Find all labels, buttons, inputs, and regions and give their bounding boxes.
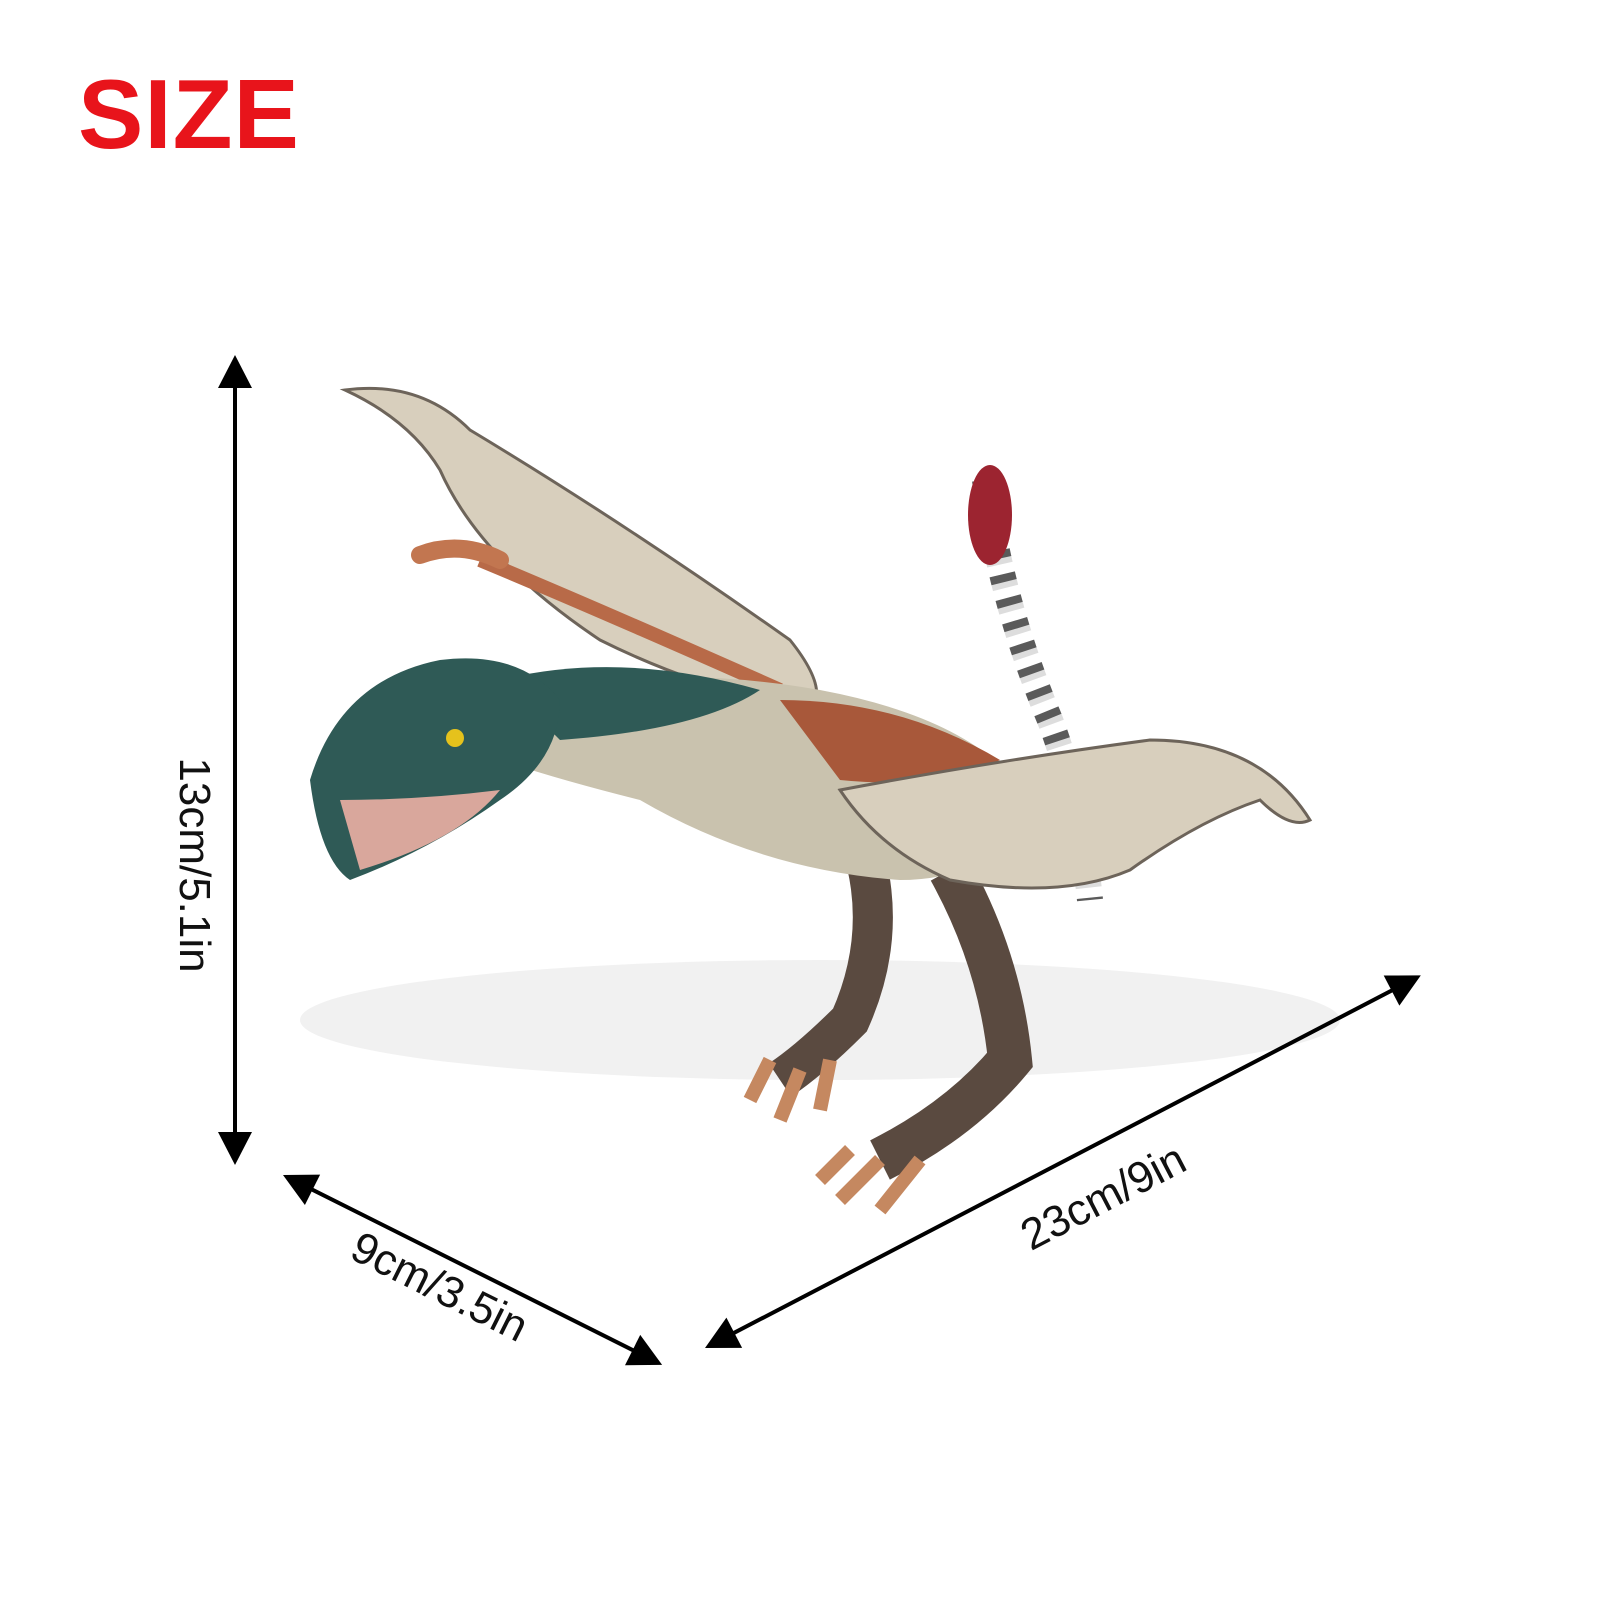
height-arrow <box>218 355 252 1165</box>
length-arrow <box>705 975 1421 1348</box>
dinosaur-figure <box>300 386 1340 1215</box>
arrowhead-icon <box>283 1174 321 1205</box>
arrowhead-icon <box>705 1317 743 1348</box>
arrowhead-icon <box>625 1334 663 1366</box>
arrowhead-icon <box>1383 975 1421 1006</box>
height-label: 13cm/5.1in <box>170 757 219 972</box>
length-label: 23cm/9in <box>1013 1134 1194 1260</box>
width-arrow <box>283 1174 663 1366</box>
arrowhead-icon <box>218 1132 252 1165</box>
arrowhead-icon <box>218 355 252 388</box>
size-title: SIZE <box>78 59 300 169</box>
